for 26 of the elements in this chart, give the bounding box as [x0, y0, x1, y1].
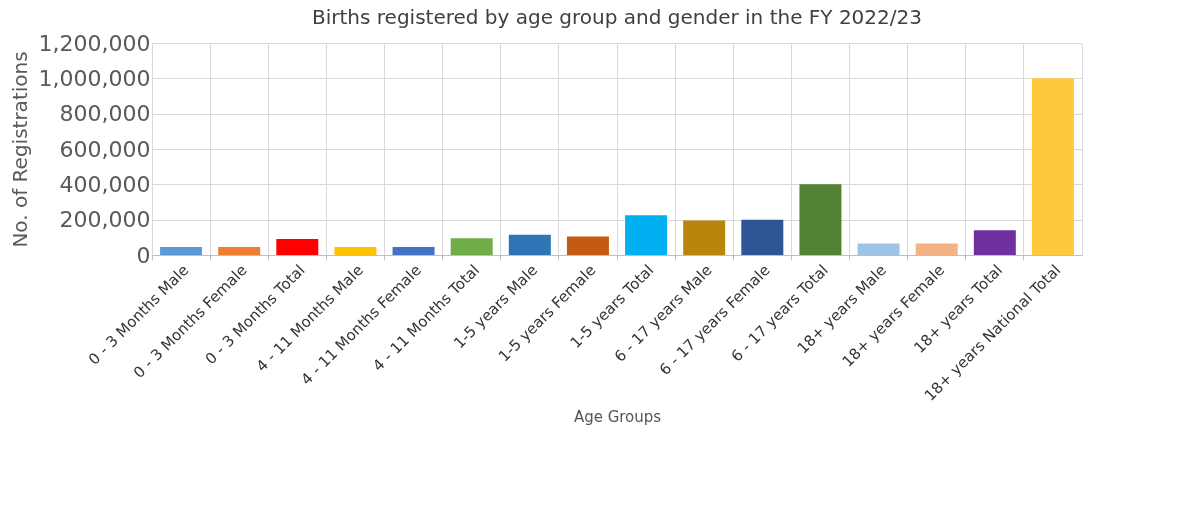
- y-tick-label: 0: [136, 242, 151, 268]
- bar: [857, 243, 900, 255]
- bar: [799, 184, 842, 255]
- bar: [741, 219, 784, 255]
- bar: [683, 220, 726, 255]
- bar: [508, 234, 551, 255]
- bar: [566, 236, 609, 255]
- bar: [334, 247, 377, 255]
- y-tick-label: 400,000: [59, 171, 151, 197]
- y-tick-label: 1,000,000: [38, 65, 151, 91]
- bar: [392, 247, 435, 255]
- chart-title: Births registered by age group and gender in the FY 2022/23: [312, 5, 922, 29]
- y-tick-label: 600,000: [59, 136, 151, 162]
- y-tick-label: 800,000: [59, 101, 151, 127]
- x-axis-title: Age Groups: [573, 407, 662, 426]
- bar: [915, 243, 958, 255]
- y-tick-label: 1,200,000: [38, 30, 151, 56]
- bar: [218, 247, 261, 255]
- bar: [973, 230, 1016, 255]
- bar: [450, 238, 493, 255]
- bar: [1031, 78, 1074, 255]
- y-tick-label: 200,000: [59, 207, 151, 233]
- bar: [160, 247, 203, 255]
- bar: [625, 215, 668, 255]
- bar: [276, 239, 319, 255]
- y-axis-title: No. of Registrations: [7, 51, 32, 248]
